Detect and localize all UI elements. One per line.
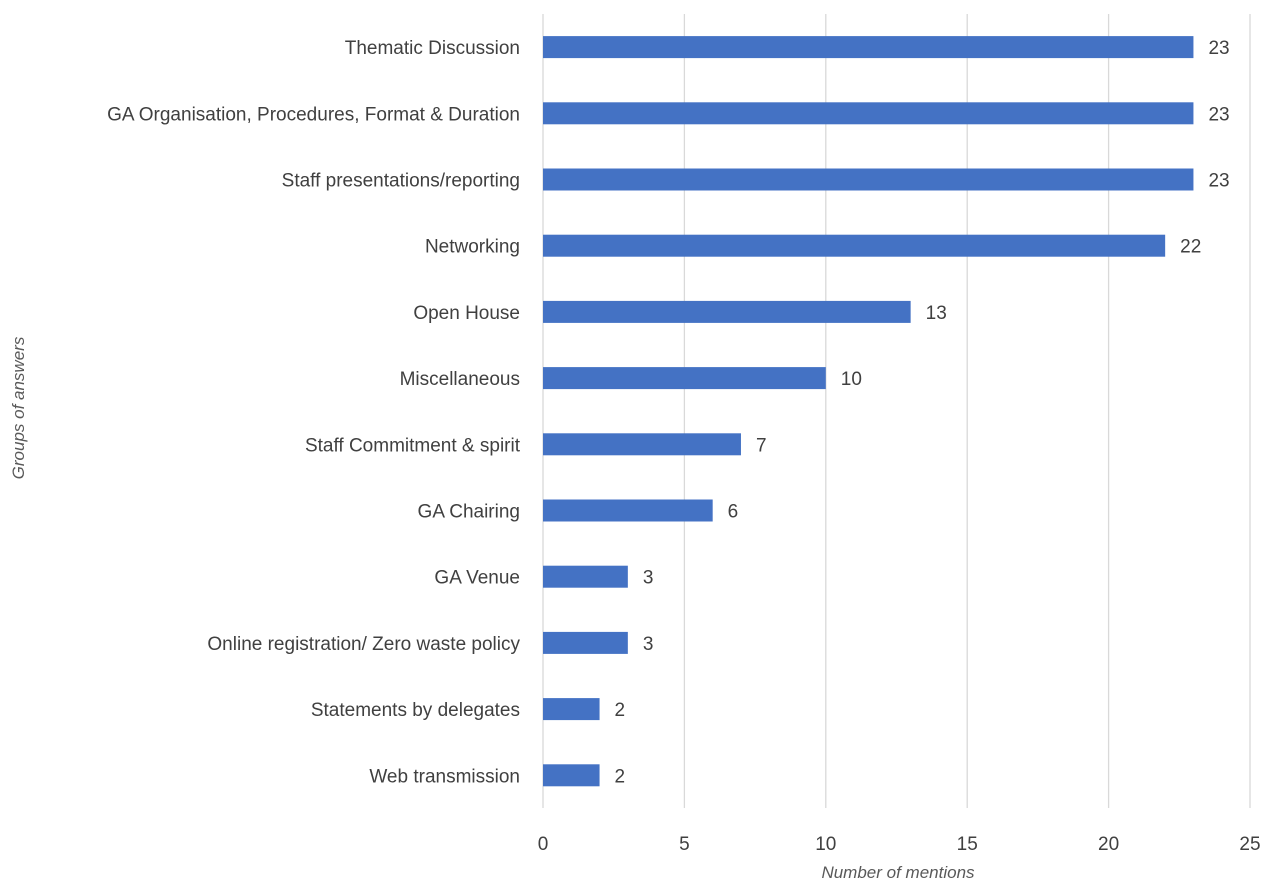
data-label: 2: [615, 766, 626, 787]
bar: [543, 764, 600, 787]
data-label: 23: [1208, 171, 1229, 192]
bar: [543, 565, 628, 588]
gridlines: [542, 14, 1251, 808]
x-tick-label: 25: [1239, 834, 1260, 855]
data-label: 7: [756, 435, 767, 456]
bar: [543, 698, 600, 721]
x-tick-label: 20: [1098, 834, 1119, 855]
category-label: Web transmission: [369, 766, 520, 787]
bar: [543, 168, 1194, 191]
data-label: 3: [643, 568, 654, 589]
category-label: Online registration/ Zero waste policy: [207, 634, 520, 655]
data-label: 23: [1208, 104, 1229, 125]
category-label: GA Chairing: [418, 502, 520, 523]
y-axis-title: Groups of answers: [9, 336, 28, 479]
category-label: Thematic Discussion: [345, 38, 520, 59]
category-label: GA Venue: [434, 568, 520, 589]
bar: [543, 300, 911, 323]
category-label: Miscellaneous: [400, 369, 520, 390]
data-label: 13: [926, 303, 947, 324]
x-tick-label: 5: [679, 834, 690, 855]
data-label: 3: [643, 634, 654, 655]
bar: [543, 433, 741, 456]
data-label: 6: [728, 502, 739, 523]
data-label: 22: [1180, 237, 1201, 258]
x-tick-label: 0: [538, 834, 549, 855]
bar: [543, 36, 1194, 59]
x-tick-label: 10: [815, 834, 836, 855]
data-label: 2: [615, 700, 626, 721]
x-tick-label: 15: [957, 834, 978, 855]
bar: [543, 499, 713, 522]
category-label: GA Organisation, Procedures, Format & Du…: [107, 104, 520, 125]
data-label: 10: [841, 369, 862, 390]
category-label: Statements by delegates: [311, 700, 520, 721]
bar: [543, 631, 628, 654]
category-label: Open House: [413, 303, 520, 324]
bars: [543, 36, 1194, 787]
category-label: Networking: [425, 237, 520, 258]
category-label: Staff Commitment & spirit: [305, 435, 521, 456]
data-label: 23: [1208, 38, 1229, 59]
x-axis-title: Number of mentions: [821, 863, 975, 882]
bar: [543, 367, 826, 390]
bar: [543, 234, 1166, 257]
category-label: Staff presentations/reporting: [282, 171, 520, 192]
bar: [543, 102, 1194, 125]
